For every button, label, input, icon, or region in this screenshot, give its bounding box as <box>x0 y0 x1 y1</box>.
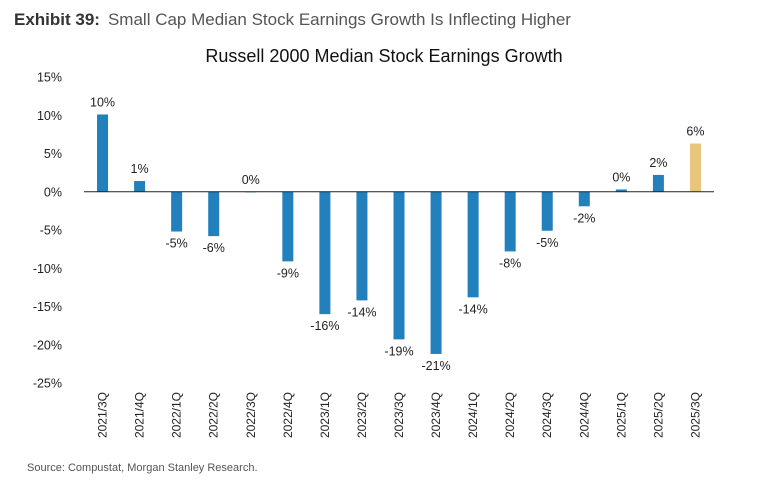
y-tick-label: -20% <box>33 338 62 352</box>
exhibit-header: Exhibit 39: Small Cap Median Stock Earnin… <box>14 10 571 30</box>
x-tick-label: 2023/4Q <box>429 392 443 438</box>
x-tick-label: 2023/1Q <box>318 392 332 438</box>
x-tick-label: 2025/2Q <box>651 392 665 438</box>
y-tick-label: 15% <box>37 71 62 85</box>
data-label: 0% <box>242 173 260 187</box>
data-label: 0% <box>612 170 630 184</box>
bar <box>578 191 590 207</box>
exhibit-title: Small Cap Median Stock Earnings Growth I… <box>107 10 571 29</box>
bar <box>504 191 516 252</box>
x-tick-label: 2024/1Q <box>466 392 480 438</box>
x-tick-label: 2022/3Q <box>244 392 258 438</box>
x-tick-label: 2021/4Q <box>133 392 147 438</box>
data-label: 6% <box>686 125 704 139</box>
data-label: -14% <box>459 302 488 316</box>
x-tick-label: 2022/4Q <box>281 392 295 438</box>
data-label: -19% <box>384 344 413 358</box>
bar <box>652 174 664 192</box>
y-tick-label: -25% <box>33 377 62 391</box>
exhibit-label: Exhibit 39: <box>14 10 100 29</box>
data-label: 10% <box>90 95 115 109</box>
y-tick-label: 10% <box>37 109 62 123</box>
bar <box>689 143 701 192</box>
data-label: -16% <box>310 319 339 333</box>
x-tick-label: 2024/4Q <box>577 392 591 438</box>
x-tick-label: 2022/2Q <box>207 392 221 438</box>
x-tick-label: 2024/2Q <box>503 392 517 438</box>
chart-title: Russell 2000 Median Stock Earnings Growt… <box>205 46 563 66</box>
bar <box>615 189 627 192</box>
bar <box>541 191 553 231</box>
x-tick-label: 2025/1Q <box>614 392 628 438</box>
data-label: -2% <box>573 211 595 225</box>
bar <box>282 191 294 262</box>
x-tick-label: 2023/3Q <box>392 392 406 438</box>
x-tick-label: 2022/1Q <box>170 392 184 438</box>
bar <box>134 181 146 192</box>
y-tick-label: 0% <box>44 185 62 199</box>
bar <box>356 191 368 301</box>
bar <box>171 191 183 232</box>
bar <box>430 191 442 354</box>
data-label: -21% <box>421 359 450 373</box>
y-tick-label: -10% <box>33 262 62 276</box>
x-tick-label: 2021/3Q <box>96 392 110 438</box>
data-label: -14% <box>347 305 376 319</box>
y-tick-label: -15% <box>33 300 62 314</box>
data-label: 1% <box>131 162 149 176</box>
data-label: -5% <box>536 236 558 250</box>
data-label: -6% <box>203 241 225 255</box>
data-label: 2% <box>649 156 667 170</box>
y-tick-label: -5% <box>40 224 62 238</box>
y-tick-label: 5% <box>44 147 62 161</box>
x-tick-label: 2024/3Q <box>540 392 554 438</box>
bar <box>319 191 331 315</box>
bar <box>97 114 109 192</box>
data-label: -8% <box>499 256 521 270</box>
x-tick-label: 2023/2Q <box>355 392 369 438</box>
bar <box>208 191 220 237</box>
data-label: -5% <box>166 237 188 251</box>
bar <box>393 191 405 340</box>
source-note: Source: Compustat, Morgan Stanley Resear… <box>27 462 258 474</box>
x-tick-label: 2025/3Q <box>688 392 702 438</box>
data-label: -9% <box>277 266 299 280</box>
bar <box>467 191 479 298</box>
